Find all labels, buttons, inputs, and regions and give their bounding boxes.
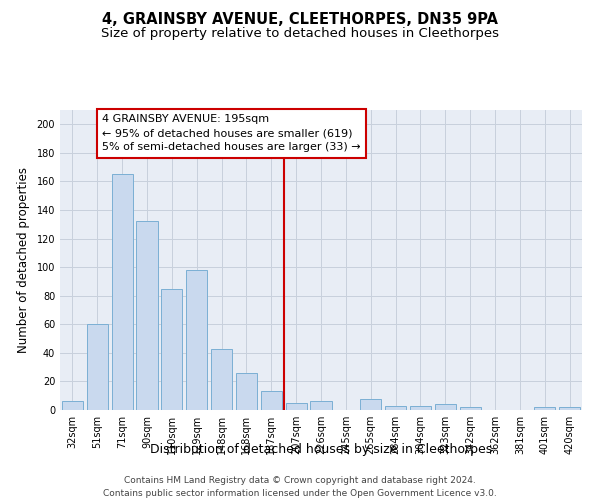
Bar (261, 392, 282, 410)
Bar (385, 406, 406, 410)
Bar (410, 406, 431, 410)
Bar (62, 402, 83, 410)
Bar (360, 398, 381, 410)
Bar (286, 403, 307, 410)
Bar (136, 222, 158, 410)
Text: Contains HM Land Registry data © Crown copyright and database right 2024.
Contai: Contains HM Land Registry data © Crown c… (103, 476, 497, 498)
Text: Size of property relative to detached houses in Cleethorpes: Size of property relative to detached ho… (101, 28, 499, 40)
Bar (236, 373, 257, 410)
Bar (559, 407, 580, 410)
Text: 4 GRAINSBY AVENUE: 195sqm
← 95% of detached houses are smaller (619)
5% of semi-: 4 GRAINSBY AVENUE: 195sqm ← 95% of detac… (102, 114, 361, 152)
Bar (534, 407, 555, 410)
Bar (435, 404, 456, 410)
Bar (186, 270, 207, 410)
Y-axis label: Number of detached properties: Number of detached properties (17, 167, 29, 353)
Bar (211, 348, 232, 410)
Bar (112, 174, 133, 410)
Bar (460, 407, 481, 410)
Text: Distribution of detached houses by size in Cleethorpes: Distribution of detached houses by size … (150, 442, 492, 456)
Bar (161, 288, 182, 410)
Bar (310, 402, 332, 410)
Bar (87, 324, 108, 410)
Text: 4, GRAINSBY AVENUE, CLEETHORPES, DN35 9PA: 4, GRAINSBY AVENUE, CLEETHORPES, DN35 9P… (102, 12, 498, 28)
